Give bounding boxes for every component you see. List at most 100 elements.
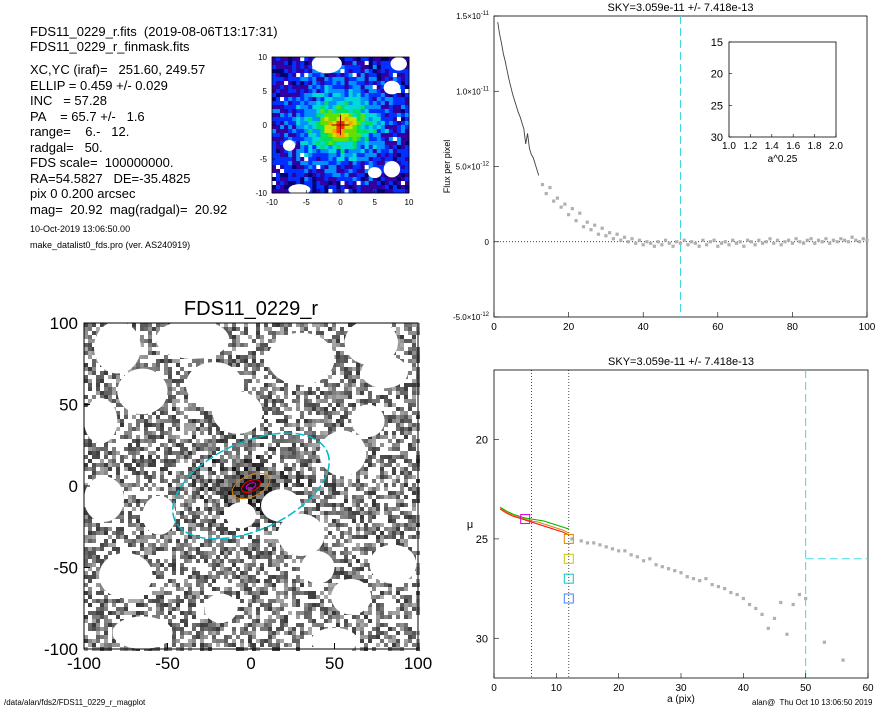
- image-pixel: [108, 519, 112, 523]
- heatmap-cell: [376, 145, 382, 150]
- image-pixel: [256, 551, 260, 555]
- image-pixel: [244, 583, 248, 587]
- image-pixel: [184, 551, 188, 555]
- image-pixel: [244, 467, 248, 471]
- image-pixel: [160, 483, 164, 487]
- image-pixel: [180, 375, 184, 379]
- image-pixel: [224, 355, 228, 359]
- heatmap-cell: [288, 97, 293, 102]
- heatmap-cell: [284, 101, 289, 106]
- heatmap-cell: [392, 153, 398, 158]
- image-pixel: [204, 415, 208, 419]
- image-pixel: [196, 555, 200, 559]
- image-pixel: [180, 443, 184, 447]
- image-pixel: [120, 435, 124, 439]
- image-pixel: [116, 447, 120, 451]
- image-pixel: [184, 623, 188, 627]
- heatmap-cell: [280, 109, 285, 114]
- heatmap-cell: [328, 113, 333, 118]
- image-pixel: [92, 467, 96, 471]
- image-pixel: [248, 475, 252, 479]
- image-pixel: [84, 467, 88, 471]
- image-pixel: [196, 427, 200, 431]
- image-pixel: [164, 591, 168, 595]
- image-pixel: [244, 579, 248, 583]
- image-pixel: [84, 363, 88, 367]
- heatmap-cell: [364, 125, 370, 130]
- heatmap-cell: [348, 85, 353, 90]
- image-pixel: [200, 599, 204, 603]
- heatmap-cell: [364, 89, 370, 94]
- heatmap-cell: [384, 97, 390, 102]
- image-pixel: [200, 563, 204, 567]
- image-pixel: [92, 519, 96, 523]
- image-pixel: [168, 487, 172, 491]
- heatmap-cell: [288, 181, 293, 186]
- image-pixel: [168, 371, 172, 375]
- image-pixel: [180, 475, 184, 479]
- image-pixel: [240, 531, 244, 535]
- image-pixel: [216, 443, 220, 447]
- image-pixel: [208, 443, 212, 447]
- heatmap-cell: [280, 149, 285, 154]
- image-pixel: [124, 411, 128, 415]
- image-pixel: [256, 387, 260, 391]
- heatmap-cell: [372, 141, 378, 146]
- heatmap-cell: [392, 125, 398, 130]
- heatmap-cell: [388, 153, 394, 158]
- image-pixel: [168, 479, 172, 483]
- heatmap-cell: [300, 109, 305, 114]
- image-pixel: [96, 611, 100, 615]
- image-pixel: [260, 423, 264, 427]
- heatmap-cell: [288, 109, 293, 114]
- heatmap-cell: [340, 185, 345, 190]
- heatmap-cell: [316, 121, 321, 126]
- image-pixel: [116, 407, 120, 411]
- heatmap-cell: [300, 153, 305, 158]
- image-pixel: [116, 523, 120, 527]
- heatmap-cell: [344, 65, 349, 70]
- image-pixel: [216, 639, 220, 643]
- heatmap-cell: [272, 145, 277, 150]
- image-pixel: [84, 643, 88, 647]
- image-pixel: [140, 431, 144, 435]
- image-pixel: [200, 495, 204, 499]
- run-date: 10-Oct-2019 13:06:50.00: [30, 224, 131, 234]
- image-pixel: [164, 451, 168, 455]
- image-pixel: [216, 323, 220, 327]
- image-pixel: [112, 619, 116, 623]
- image-pixel: [96, 535, 100, 539]
- image-pixel: [164, 371, 168, 375]
- image-pixel: [172, 555, 176, 559]
- image-pixel: [176, 411, 180, 415]
- heatmap-cell: [328, 173, 333, 178]
- heatmap-cell: [344, 61, 349, 66]
- image-pixel: [236, 467, 240, 471]
- image-pixel: [120, 483, 124, 487]
- image-pixel: [232, 527, 236, 531]
- heatmap-cell: [280, 93, 285, 98]
- heatmap-cell: [364, 93, 370, 98]
- heatmap-cell: [356, 81, 362, 86]
- footer-stamp: alan@ Thu Oct 10 13:06:50 2019: [752, 698, 873, 707]
- image-pixel: [188, 511, 192, 515]
- image-pixel: [160, 375, 164, 379]
- image-pixel: [196, 611, 200, 615]
- heatmap-cell: [352, 125, 358, 130]
- image-pixel: [184, 371, 188, 375]
- image-pixel: [216, 507, 220, 511]
- image-pixel: [132, 483, 136, 487]
- heatmap-cell: [356, 161, 362, 166]
- image-pixel: [84, 463, 88, 467]
- image-pixel: [116, 383, 120, 387]
- image-pixel: [144, 475, 148, 479]
- image-pixel: [196, 459, 200, 463]
- image-pixel: [116, 475, 120, 479]
- image-pixel: [232, 483, 236, 487]
- image-pixel: [188, 587, 192, 591]
- heatmap-cell: [372, 157, 378, 162]
- image-pixel: [116, 415, 120, 419]
- image-pixel: [264, 595, 268, 599]
- image-pixel: [112, 455, 116, 459]
- image-pixel: [188, 455, 192, 459]
